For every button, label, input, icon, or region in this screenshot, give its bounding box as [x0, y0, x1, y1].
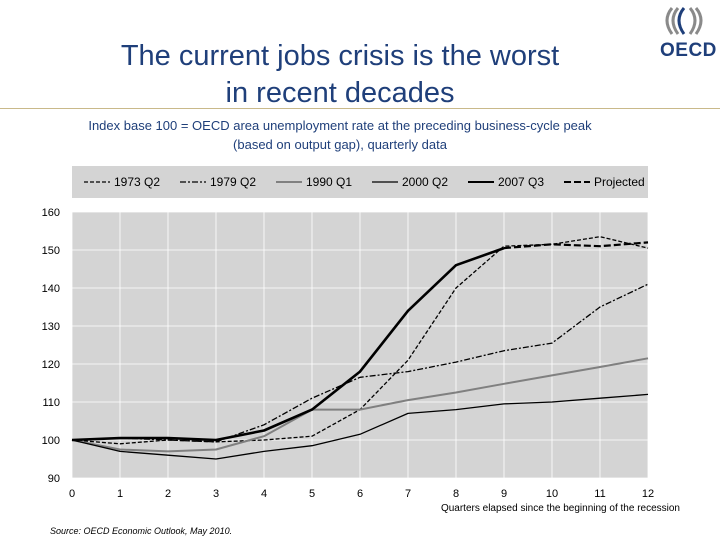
x-tick-label-2: 2 — [165, 488, 171, 500]
x-tick-label-11: 11 — [594, 488, 605, 500]
series-line-s1990 — [71, 357, 649, 453]
x-tick-label-4: 4 — [261, 488, 267, 500]
series-line-s2007 — [71, 246, 505, 442]
y-tick-label-120: 120 — [42, 359, 60, 371]
y-tick-label-140: 140 — [42, 283, 60, 295]
y-tick-label-160: 160 — [42, 207, 60, 219]
y-tick-label-110: 110 — [42, 397, 60, 409]
legend-label-s1990: 1990 Q1 — [306, 175, 352, 189]
oecd-logo-text: OECD — [660, 40, 717, 61]
oecd-logo-icon — [665, 7, 703, 35]
y-tick-label-100: 100 — [42, 435, 60, 447]
x-tick-label-8: 8 — [453, 488, 459, 500]
x-tick-label-6: 6 — [357, 488, 363, 500]
x-tick-label-12: 12 — [642, 488, 654, 500]
oecd-logo: OECD — [660, 4, 716, 64]
source-note: Source: OECD Economic Outlook, May 2010. — [50, 526, 233, 536]
y-tick-label-130: 130 — [42, 321, 60, 333]
title-line-2: in recent decades — [225, 77, 455, 109]
series-line-s1979 — [71, 283, 649, 443]
slide-title: The current jobs crisis is the worst in … — [40, 38, 640, 112]
title-line-1: The current jobs crisis is the worst — [120, 40, 560, 72]
x-axis-label: Quarters elapsed since the beginning of … — [440, 503, 680, 514]
x-tick-label-10: 10 — [546, 488, 558, 500]
chart-subtitle: Index base 100 = OECD area unemployment … — [40, 116, 640, 154]
legend-box — [72, 166, 648, 198]
legend-label-s2000: 2000 Q2 — [402, 175, 448, 189]
title-divider — [0, 108, 720, 109]
x-tick-label-1: 1 — [117, 488, 123, 500]
x-tick-label-9: 9 — [501, 488, 507, 500]
y-tick-label-90: 90 — [48, 473, 60, 485]
legend-label-s1979: 1979 Q2 — [210, 175, 256, 189]
subtitle-line-2: (based on output gap), quarterly data — [233, 137, 447, 152]
x-tick-label-3: 3 — [213, 488, 219, 500]
y-tick-label-150: 150 — [42, 245, 60, 257]
x-tick-label-0: 0 — [69, 488, 75, 500]
x-tick-label-7: 7 — [405, 488, 411, 500]
x-tick-label-5: 5 — [309, 488, 315, 500]
series-line-s2000 — [71, 393, 649, 460]
legend-label-s2007: 2007 Q3 — [498, 175, 544, 189]
legend-label-s1973: 1973 Q2 — [114, 175, 160, 189]
legend-label-proj: Projected — [594, 175, 645, 189]
subtitle-line-1: Index base 100 = OECD area unemployment … — [88, 118, 592, 133]
series-line-proj — [503, 241, 649, 250]
